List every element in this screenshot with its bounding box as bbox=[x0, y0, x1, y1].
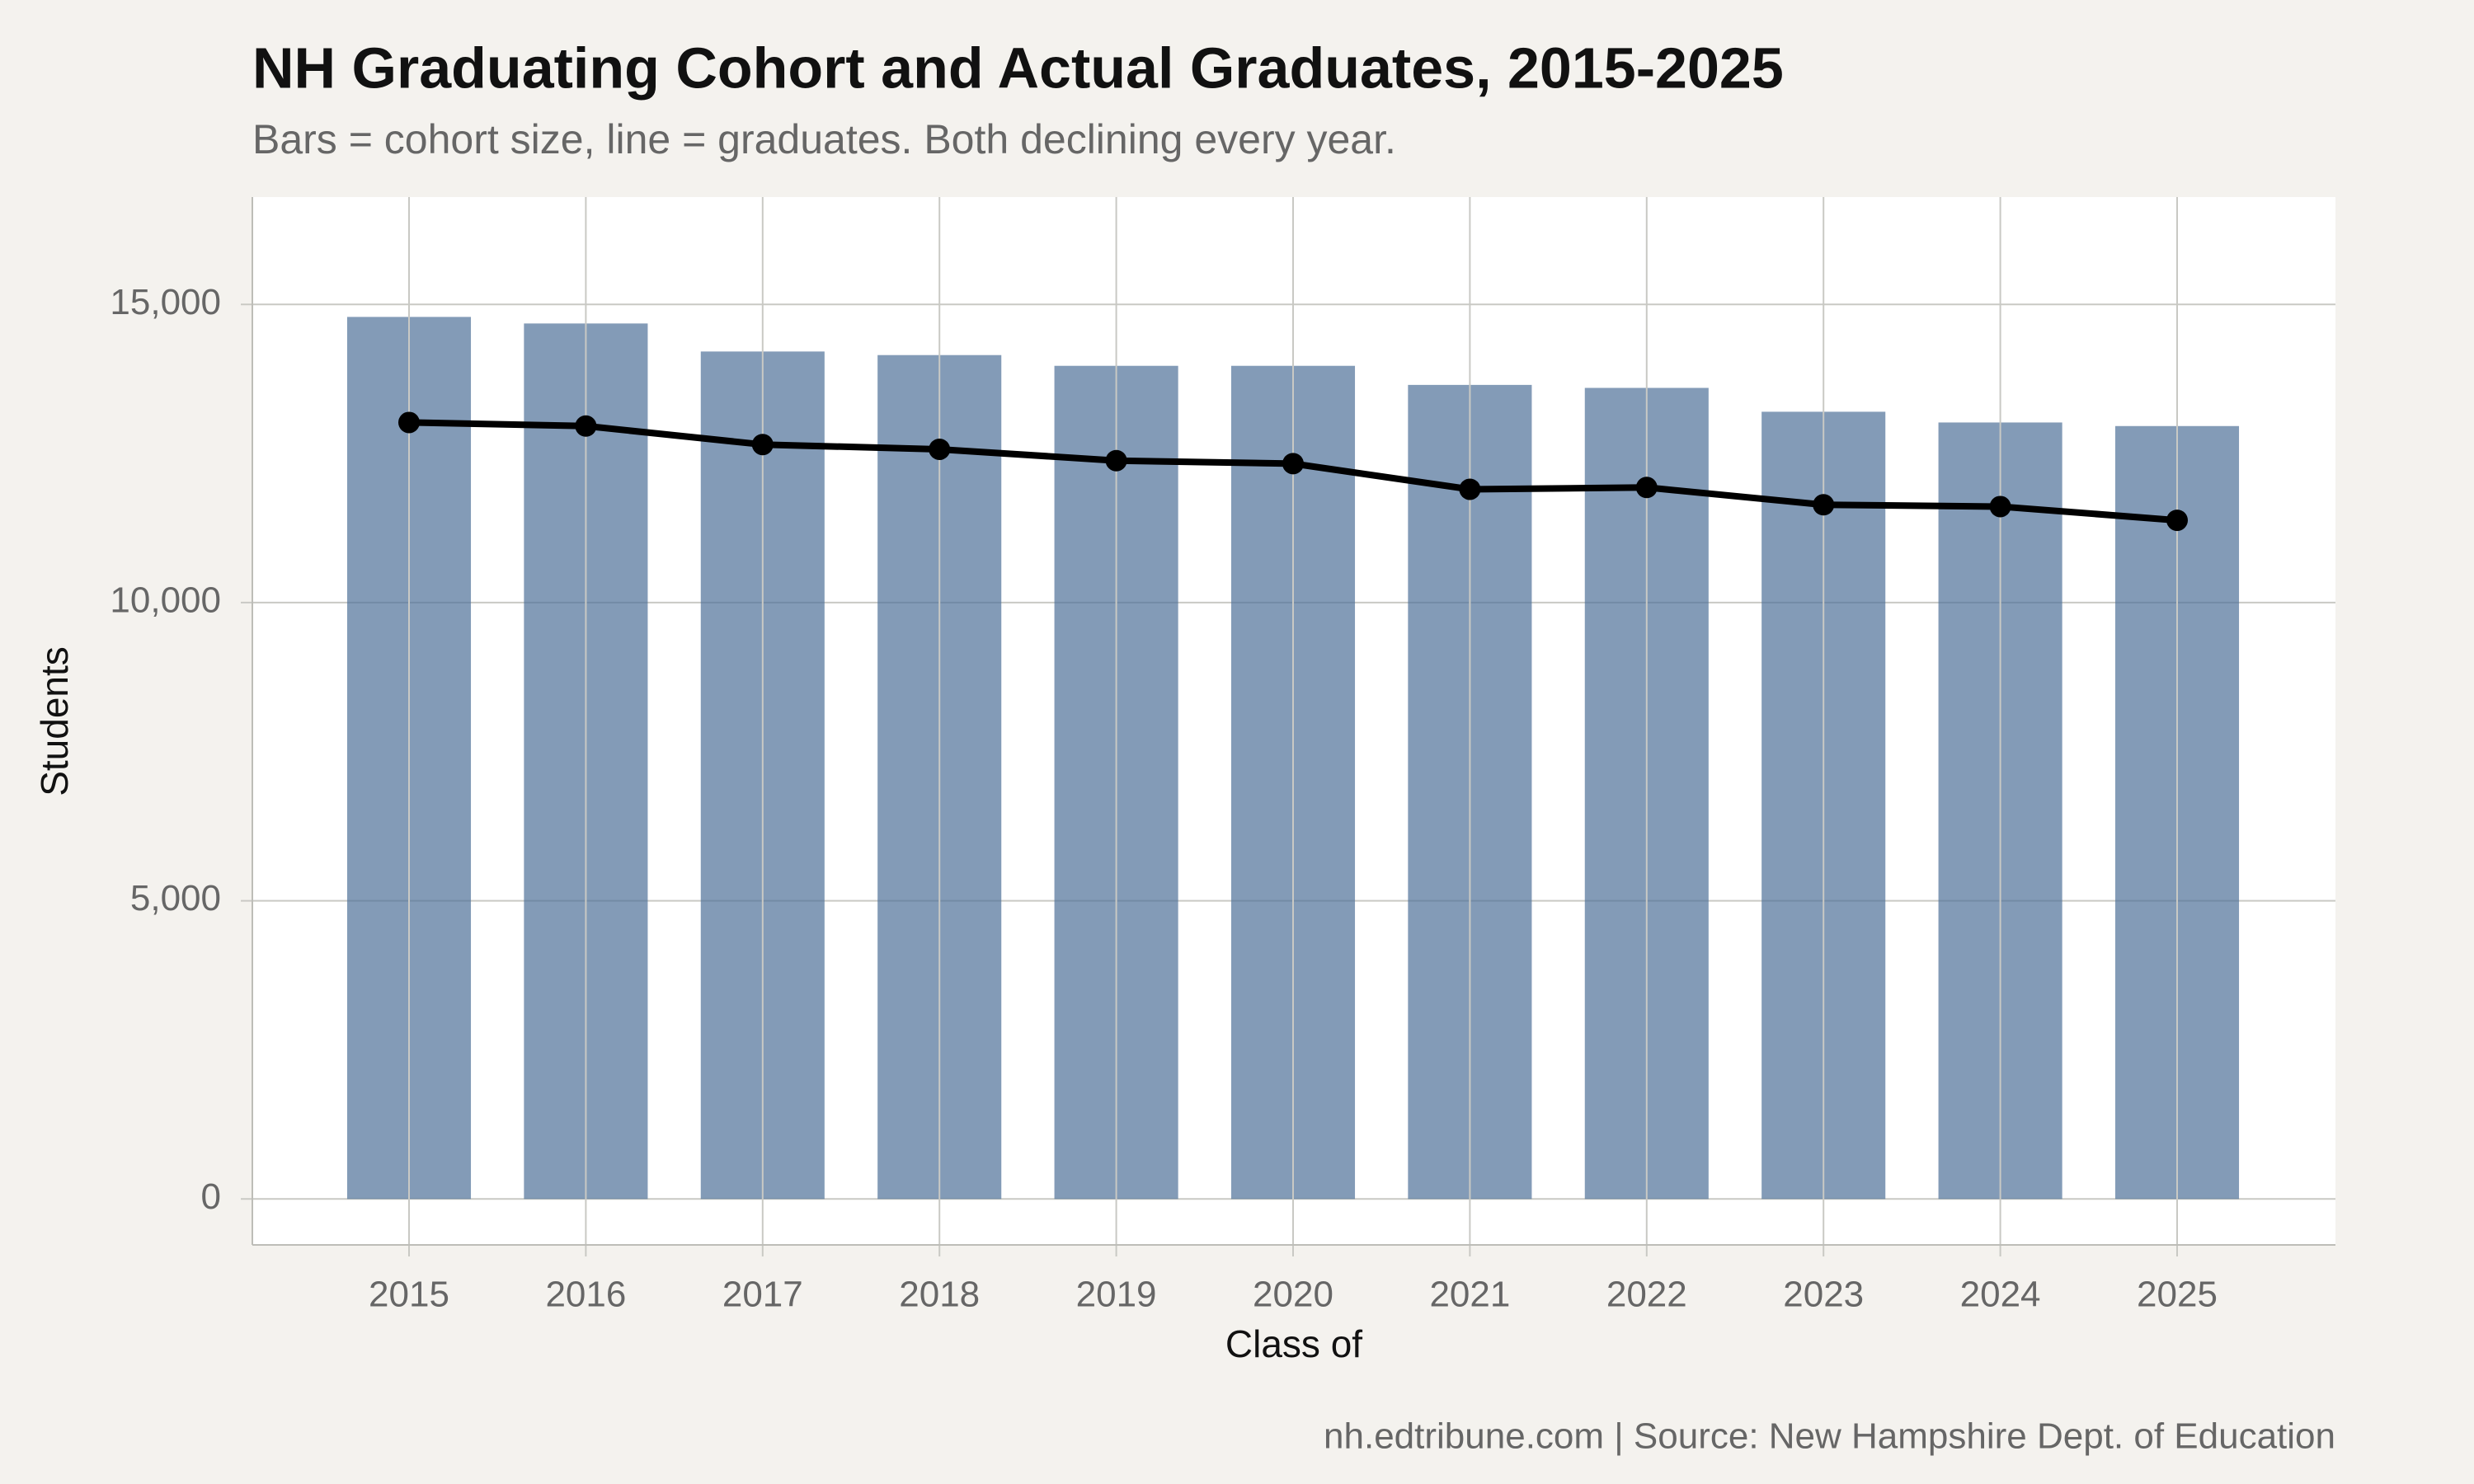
graduates-point bbox=[2166, 510, 2188, 532]
y-tick-label: 0 bbox=[201, 1176, 221, 1217]
graduates-point bbox=[1105, 449, 1127, 472]
caption: nh.edtribune.com | Source: New Hampshire… bbox=[1324, 1416, 2335, 1457]
x-axis-title: Class of bbox=[1225, 1322, 1362, 1365]
graduates-point bbox=[929, 438, 951, 460]
x-tick-label: 2019 bbox=[1076, 1275, 1157, 1315]
graduates-point bbox=[1813, 494, 1835, 516]
y-tick-label: 10,000 bbox=[110, 580, 221, 621]
x-tick-label: 2017 bbox=[722, 1275, 803, 1315]
x-tick-label: 2020 bbox=[1253, 1275, 1333, 1315]
graduates-point bbox=[1282, 453, 1304, 475]
x-tick-label: 2022 bbox=[1606, 1275, 1687, 1315]
x-tick-label: 2016 bbox=[545, 1275, 626, 1315]
y-tick-label: 15,000 bbox=[110, 282, 221, 322]
y-axis-title: Students bbox=[33, 646, 76, 796]
graduates-point bbox=[1459, 478, 1481, 500]
graduates-point bbox=[1635, 477, 1658, 499]
graduates-point bbox=[575, 415, 597, 437]
graduates-point bbox=[398, 411, 420, 434]
x-tick-label: 2015 bbox=[369, 1275, 449, 1315]
x-tick-label: 2024 bbox=[1960, 1275, 2041, 1315]
x-tick-label: 2025 bbox=[2137, 1275, 2218, 1315]
chart-subtitle: Bars = cohort size, line = graduates. Bo… bbox=[252, 116, 1396, 162]
chart-title: NH Graduating Cohort and Actual Graduate… bbox=[252, 35, 1784, 100]
x-tick-label: 2021 bbox=[1429, 1275, 1510, 1315]
graduates-point bbox=[1989, 495, 2011, 518]
graduates-point bbox=[751, 434, 774, 456]
y-tick-label: 5,000 bbox=[130, 878, 221, 918]
x-tick-label: 2023 bbox=[1783, 1275, 1864, 1315]
x-tick-label: 2018 bbox=[899, 1275, 980, 1315]
